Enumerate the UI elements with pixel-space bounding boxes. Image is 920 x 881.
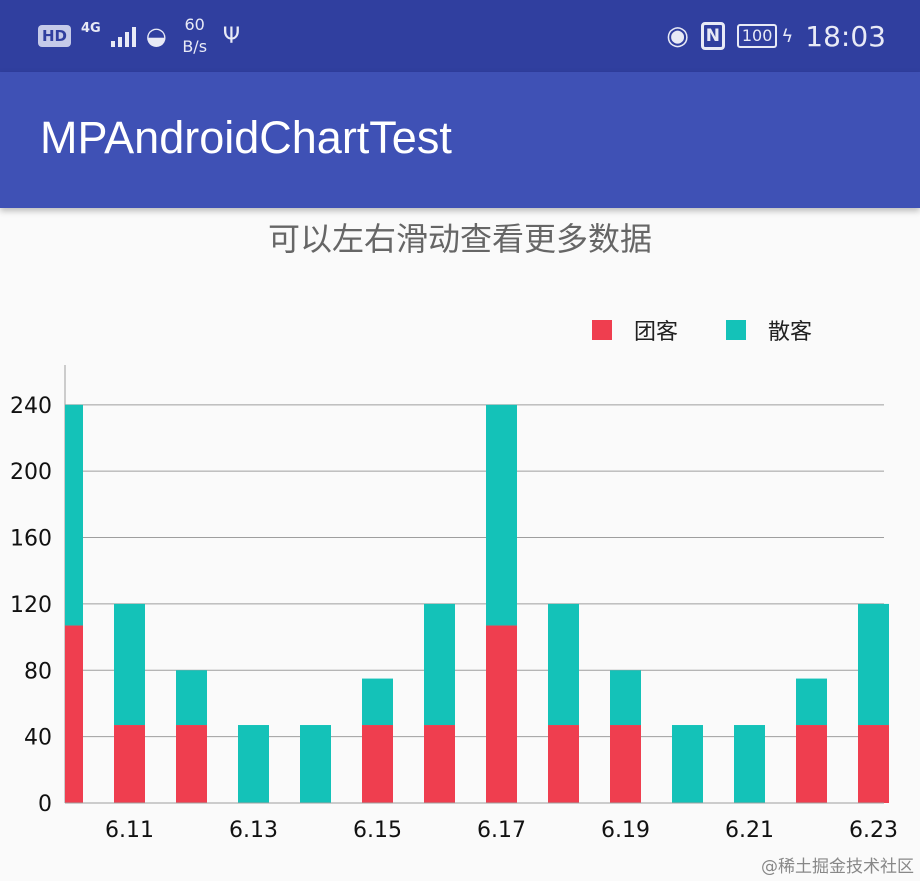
x-tick-label: 6.11 xyxy=(105,818,154,843)
app-title: MPAndroidChartTest xyxy=(40,112,452,163)
x-tick-label: 6.23 xyxy=(849,818,898,843)
bar-individual-6.18 xyxy=(548,603,579,726)
wifi-icon: ◒ xyxy=(145,22,167,50)
y-tick-label: 120 xyxy=(10,593,52,618)
chart-legend: 团客 散客 xyxy=(591,314,812,346)
watermark: @稀土掘金技术社区 xyxy=(761,857,914,877)
bar-individual-6.15 xyxy=(362,678,393,726)
hd-badge: HD xyxy=(38,25,72,47)
bar-individual-6.12 xyxy=(176,670,207,726)
x-tick-label: 6.15 xyxy=(353,818,402,843)
y-tick-label: 80 xyxy=(24,659,52,684)
bar-individual-6.11 xyxy=(114,603,145,726)
y-tick-label: 200 xyxy=(10,460,52,485)
charging-bolt-icon: ϟ xyxy=(781,25,794,47)
bar-individual-6.20 xyxy=(672,725,703,803)
legend-item-individual: 散客 xyxy=(725,314,812,346)
bar-team-6.22 xyxy=(796,725,827,803)
bar-team-6.18 xyxy=(548,725,579,803)
bar-team-6.11 xyxy=(114,725,145,803)
bar-team-6.15 xyxy=(362,725,393,803)
clock: 18:03 xyxy=(805,19,886,53)
usb-icon: Ψ xyxy=(222,23,241,49)
network-speed-value: 60 xyxy=(184,15,205,34)
bar-team-6.10 xyxy=(65,625,83,803)
x-tick-label: 6.17 xyxy=(477,818,526,843)
legend-label-team: 团客 xyxy=(633,320,678,345)
bar-individual-6.17 xyxy=(486,404,517,626)
bar-individual-6.16 xyxy=(424,603,455,726)
y-tick-label: 40 xyxy=(24,726,52,751)
network-speed-unit: B/s xyxy=(182,37,208,56)
bar-individual-6.19 xyxy=(610,670,641,726)
x-tick-label: 6.21 xyxy=(725,818,774,843)
bar-team-6.16 xyxy=(424,725,455,803)
y-tick-label: 160 xyxy=(10,527,52,552)
bar-team-6.17 xyxy=(486,625,517,803)
bar-individual-6.21 xyxy=(734,725,765,803)
bar-individual-6.23 xyxy=(858,603,889,726)
bar-individual-6.22 xyxy=(796,678,827,726)
y-tick-label: 0 xyxy=(38,792,52,817)
bar-team-6.19 xyxy=(610,725,641,803)
network-type: 4G xyxy=(81,20,101,36)
bar-individual-6.14 xyxy=(300,725,331,803)
bar-team-6.12 xyxy=(176,725,207,803)
bar-individual-6.13 xyxy=(238,725,269,803)
app-bar: MPAndroidChartTest xyxy=(0,72,920,208)
stacked-bar-chart[interactable]: 0 40 80 120 160 200 240 6.11 6.13 6.15 6.17 6.19 6.2… xyxy=(0,350,920,850)
signal-bars-icon xyxy=(110,25,136,47)
legend-label-individual: 散客 xyxy=(767,320,812,345)
legend-swatch-individual xyxy=(725,320,746,340)
x-tick-label: 6.13 xyxy=(229,818,278,843)
eye-icon: ◉ xyxy=(666,21,689,51)
bar-team-6.23 xyxy=(858,725,889,803)
nfc-icon: N xyxy=(700,22,725,50)
chart-title: 可以左右滑动查看更多数据 xyxy=(267,220,652,258)
legend-swatch-team xyxy=(591,320,612,340)
status-bar: HD 4G ◒ 60 B/s Ψ ◉ N 100 ϟ 18:03 xyxy=(0,0,920,72)
x-tick-label: 6.19 xyxy=(601,818,650,843)
battery-icon: 100 xyxy=(736,24,778,48)
y-tick-label: 240 xyxy=(10,394,52,419)
network-speed: 60 B/s xyxy=(177,14,213,58)
bar-individual-6.10 xyxy=(65,404,83,626)
legend-item-team: 团客 xyxy=(591,314,678,346)
